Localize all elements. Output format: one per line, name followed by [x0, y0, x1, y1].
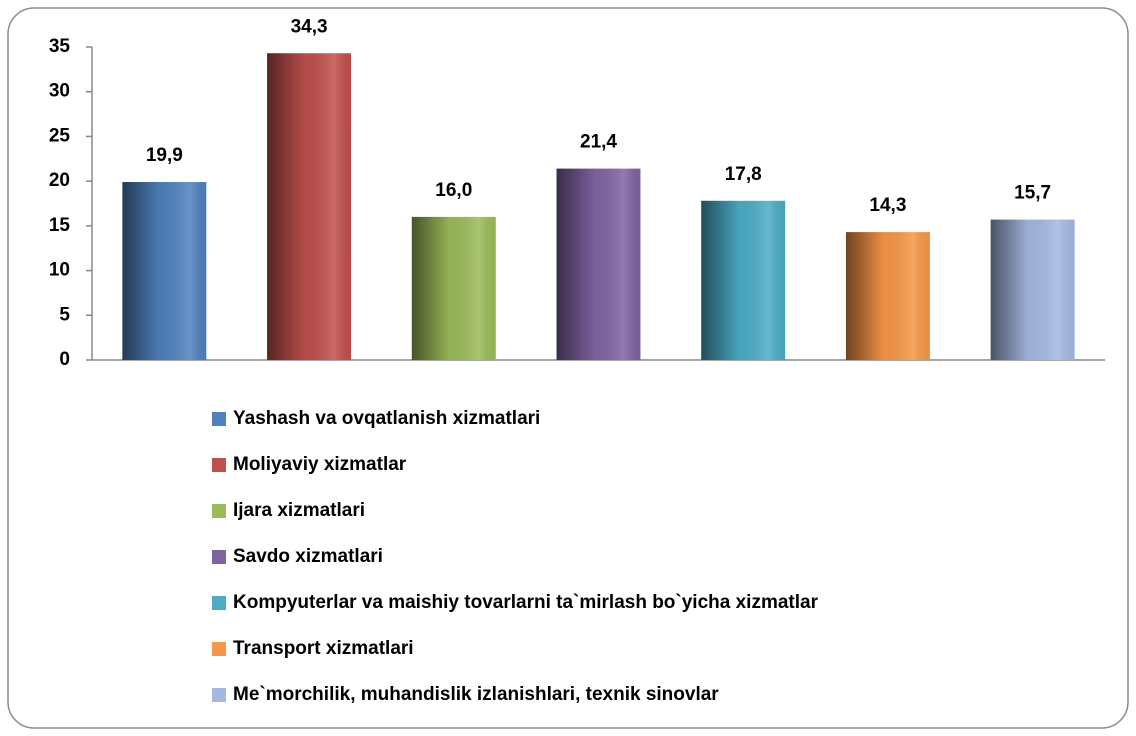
- bar-shading: [990, 219, 1075, 360]
- legend-label: Kompyuterlar va maishiy tovarlarni ta`mi…: [233, 592, 819, 613]
- legend-label: Yashash va ovqatlanish xizmatlari: [233, 408, 540, 429]
- y-tick-label: 25: [49, 125, 71, 146]
- bar-shading: [701, 200, 786, 360]
- value-label: 17,8: [725, 164, 762, 185]
- y-tick-label: 5: [59, 304, 70, 325]
- value-label: 14,3: [869, 195, 906, 216]
- bar-shading: [556, 168, 641, 360]
- value-label: 34,3: [291, 16, 328, 37]
- bar-shading: [267, 53, 352, 360]
- value-label: 19,9: [146, 145, 183, 166]
- value-label: 15,7: [1014, 183, 1051, 204]
- legend-swatch: [212, 458, 226, 472]
- y-tick-label: 15: [49, 215, 71, 236]
- legend-swatch: [212, 642, 226, 656]
- y-tick-label: 30: [49, 81, 70, 102]
- chart-frame: [7, 7, 1129, 729]
- legend-label: Ijara xizmatlari: [233, 500, 365, 521]
- legend-label: Transport xizmatlari: [233, 638, 414, 659]
- legend-swatch: [212, 504, 226, 518]
- legend-swatch: [212, 412, 226, 426]
- bar-shading: [411, 216, 496, 360]
- bar-shading: [845, 232, 930, 360]
- y-tick-label: 20: [49, 170, 70, 191]
- value-label: 21,4: [580, 132, 617, 153]
- legend-swatch: [212, 688, 226, 702]
- y-tick-label: 0: [59, 349, 70, 370]
- legend-label: Moliyaviy xizmatlar: [233, 454, 407, 475]
- bar-shading: [122, 182, 207, 360]
- legend-swatch: [212, 550, 226, 564]
- legend-label: Me`morchilik, muhandislik izlanishlari, …: [233, 684, 719, 705]
- legend-swatch: [212, 596, 226, 610]
- legend-label: Savdo xizmatlari: [233, 546, 383, 567]
- value-label: 16,0: [435, 180, 472, 201]
- y-tick-label: 10: [49, 260, 70, 281]
- y-tick-label: 35: [49, 36, 71, 57]
